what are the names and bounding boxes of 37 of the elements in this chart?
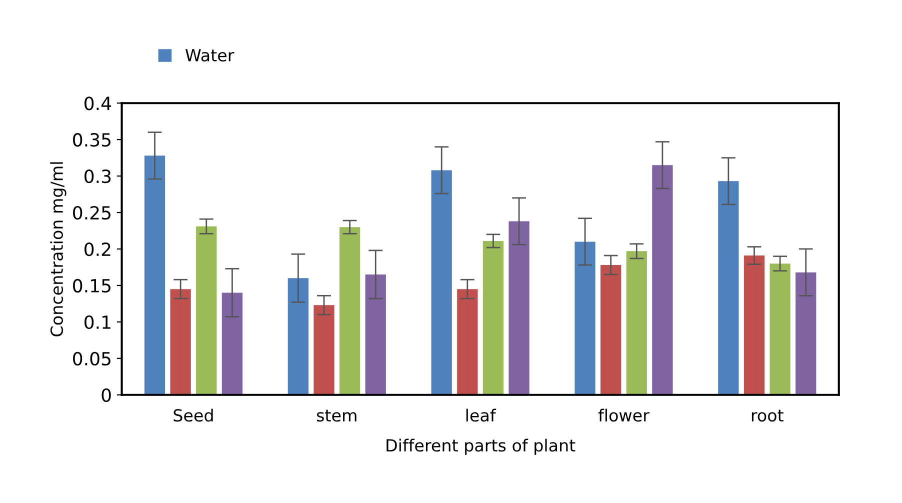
legend-label: Water [186,49,234,62]
y-tick-label: 0.05 [73,352,110,366]
x-axis-title: Different parts of plant [386,438,576,455]
bar [457,289,478,395]
bar [626,251,647,395]
bar [482,240,504,395]
bar [365,274,386,395]
y-tick-label: 0.4 [84,96,112,110]
x-tick-label: leaf [466,408,496,422]
bar [222,292,243,395]
x-tick-label: Seed [174,408,213,422]
bar [144,156,166,395]
bar [339,227,360,395]
bar [196,226,217,395]
y-tick-label: 0.3 [84,170,111,184]
bar [170,289,191,395]
x-tick-label: stem [316,410,356,422]
bar [744,256,765,395]
y-tick-label: 0.2 [84,242,110,256]
x-tick-label: root [752,410,784,422]
bar [718,181,739,395]
bar [574,242,596,395]
bar [652,165,673,395]
y-tick-label: 0.25 [73,206,110,220]
bar [314,305,334,395]
y-tick-label: 0.15 [73,278,110,293]
bar [288,278,308,395]
bar [600,265,622,395]
y-tick-label: 0.1 [84,315,110,330]
x-tick-label: flower [598,408,650,422]
y-tick-label: 0.35 [73,133,110,147]
y-axis-title: Concentration mg/ml [50,162,66,336]
bar [796,272,816,395]
bar [431,170,452,395]
y-tick-label: 0 [102,388,111,402]
bar [508,221,530,395]
bar [770,264,790,395]
